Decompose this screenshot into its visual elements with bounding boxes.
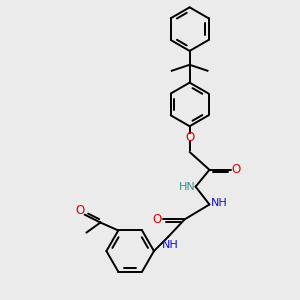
Text: O: O: [232, 163, 241, 176]
Text: O: O: [75, 204, 84, 217]
Text: O: O: [185, 130, 194, 144]
Text: O: O: [152, 213, 162, 226]
Text: HN: HN: [179, 182, 196, 192]
Text: NH: NH: [161, 240, 178, 250]
Text: NH: NH: [211, 197, 228, 208]
